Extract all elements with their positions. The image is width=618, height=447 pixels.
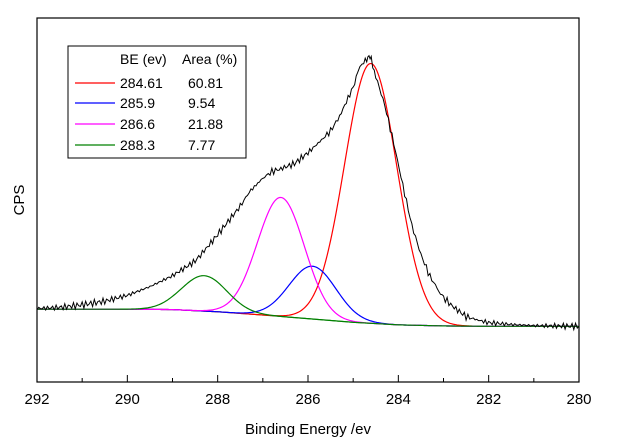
x-tick-label-288: 288 <box>205 391 230 408</box>
y-axis-label: CPS <box>11 185 28 216</box>
legend-header-be: BE (ev) <box>120 51 167 67</box>
legend-header-area: Area (%) <box>182 51 237 67</box>
legend-area-2: 9.54 <box>188 95 215 111</box>
x-axis-label: Binding Energy /ev <box>245 421 371 438</box>
series-layer <box>36 54 580 332</box>
legend-box <box>67 45 247 159</box>
x-tick-label-280: 280 <box>566 391 591 408</box>
fit-component-3 <box>37 196 579 327</box>
x-tick-label-284: 284 <box>386 391 411 408</box>
x-axis-ticks: 292 290 288 286 284 282 280 <box>24 375 592 408</box>
x-tick-label-290: 290 <box>115 391 140 408</box>
legend-area-3: 21.88 <box>188 116 223 132</box>
legend-be-1: 284.61 <box>120 75 163 91</box>
legend-area-4: 7.77 <box>188 137 215 153</box>
legend-be-3: 286.6 <box>120 116 155 132</box>
x-tick-label-286: 286 <box>295 391 320 408</box>
measured-spectrum <box>36 54 580 332</box>
fit-component-4 <box>37 275 579 327</box>
fit-component-2 <box>37 265 579 327</box>
x-tick-label-282: 282 <box>476 391 501 408</box>
legend-be-2: 285.9 <box>120 95 155 111</box>
legend-area-1: 60.81 <box>188 75 223 91</box>
legend-be-4: 288.3 <box>120 137 155 153</box>
legend: BE (ev) Area (%) 284.61 60.81 285.9 9.54… <box>67 45 247 159</box>
background-line <box>37 308 579 327</box>
x-tick-label-292: 292 <box>24 391 49 408</box>
